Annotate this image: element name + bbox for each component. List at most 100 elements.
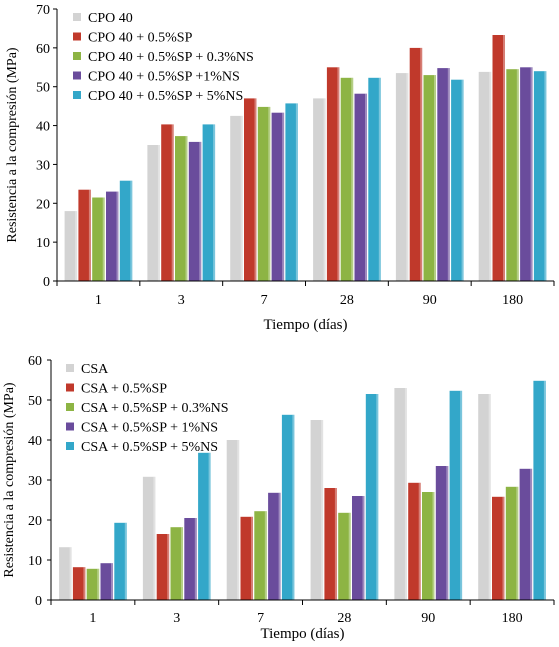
bar-highlight-4-7: [278, 492, 281, 600]
x-tick-label: 28: [337, 611, 351, 626]
x-tick-label: 90: [421, 611, 435, 626]
bar-highlight-4-180: [530, 67, 533, 281]
x-tick-label: 3: [178, 293, 185, 308]
bar-highlight-4-3: [199, 141, 202, 281]
bar-2-180: [492, 496, 505, 600]
x-tick-label: 1: [95, 293, 102, 308]
bar-5-3: [202, 124, 216, 282]
y-tick-label: 0: [35, 594, 42, 609]
bar-highlight-4-90: [446, 466, 449, 600]
bar-highlight-5-3: [213, 124, 216, 282]
bar-highlight-3-90: [432, 492, 435, 600]
bar-3-180: [506, 69, 519, 281]
y-tick-label: 10: [36, 236, 50, 251]
bar-5-90: [451, 79, 464, 281]
bar-highlight-3-3: [185, 136, 188, 281]
bar-highlight-2-3: [167, 534, 170, 600]
bar-4-7: [271, 112, 285, 281]
bar-3-1: [86, 568, 100, 600]
bars: [59, 380, 546, 600]
y-tick-label: 20: [36, 197, 50, 212]
y-tick-label: 10: [28, 554, 42, 569]
y-tick-label: 50: [28, 394, 42, 409]
chart-cpo40: 0 10 20 30 40 50 60 70 1 3 7 28 90 180 Tiempo (días) Re…: [5, 3, 555, 333]
bar-highlight-3-7: [264, 511, 267, 600]
x-tick-label: 180: [502, 293, 523, 308]
bar-highlight-5-3: [208, 452, 211, 600]
bar-4-1: [106, 191, 119, 281]
y-tick-label: 40: [28, 434, 42, 449]
bar-highlight-2-3: [171, 124, 174, 282]
bar-2-28: [324, 488, 337, 600]
bar-highlight-3-1: [102, 197, 105, 281]
bar-4-3: [188, 141, 202, 281]
legend-label: CSA + 0.5%SP + 5%NS: [81, 440, 218, 455]
legend-label: CPO 40 + 0.5%SP + 5%NS: [88, 89, 243, 104]
bar-highlight-2-7: [251, 516, 253, 600]
bar-highlight-1-90: [406, 73, 409, 281]
bar-2-90: [408, 482, 421, 600]
bar-1-1: [59, 547, 72, 600]
y-tick-label: 30: [36, 158, 50, 173]
bar-1-28: [310, 420, 324, 600]
y-axis-title: Resistencia a la compresión (MPa): [5, 47, 20, 243]
bar-3-90: [423, 75, 436, 281]
bar-highlight-4-28: [365, 93, 367, 281]
bar-highlight-4-7: [282, 112, 285, 281]
legend-swatch: [73, 32, 81, 41]
bar-4-7: [268, 492, 281, 600]
bar-highlight-2-90: [420, 47, 423, 282]
bar-3-28: [340, 77, 354, 281]
bar-4-28: [354, 93, 367, 281]
bar-5-1: [119, 180, 133, 281]
x-tick-label: 28: [340, 293, 354, 308]
bar-4-90: [437, 68, 450, 281]
legend-swatch: [73, 52, 81, 60]
bar-highlight-1-7: [237, 440, 240, 600]
bar-highlight-1-180: [489, 71, 492, 282]
bar-highlight-5-90: [461, 79, 464, 281]
chart-csa: 0 10 20 30 40 50 60 1 3 7 28 90 180 Tiempo (días) Resi…: [2, 354, 555, 642]
bar-highlight-1-3: [153, 476, 156, 600]
legend-swatch: [66, 442, 74, 450]
legend-label: CPO 40 + 0.5%SP + 0.3%NS: [88, 50, 254, 65]
bar-5-180: [533, 71, 547, 281]
bar-highlight-2-28: [337, 67, 340, 281]
bar-highlight-2-7: [254, 98, 257, 282]
bar-highlight-4-1: [116, 191, 119, 281]
legend-swatch: [66, 364, 74, 372]
legend-label: CPO 40 + 0.5%SP: [88, 31, 193, 46]
legend: CPO 40 CPO 40 + 0.5%SP CPO 40 + 0.5%SP + 0…: [73, 11, 254, 104]
bar-4-1: [100, 563, 113, 600]
bar-2-7: [244, 98, 257, 282]
bar-highlight-5-28: [376, 394, 379, 600]
bar-highlight-3-7: [268, 106, 271, 282]
bar-highlight-5-28: [378, 77, 381, 281]
x-tick-label: 180: [502, 611, 523, 626]
y-tick-label: 40: [36, 120, 50, 135]
bars: [64, 35, 547, 282]
bar-3-7: [257, 106, 271, 282]
bar-highlight-5-1: [124, 522, 127, 600]
bar-highlight-3-28: [348, 512, 351, 600]
bar-1-90: [394, 388, 407, 600]
y-tick-label: 50: [36, 81, 50, 96]
bar-2-180: [492, 35, 505, 281]
y-axis-title: Resistencia a la compresión (MPa): [2, 382, 17, 578]
bar-1-7: [226, 440, 240, 600]
legend-label: CSA + 0.5%SP + 1%NS: [81, 421, 218, 436]
legend-swatch: [66, 383, 74, 392]
bar-highlight-3-1: [97, 568, 100, 600]
bar-1-1: [64, 211, 78, 281]
bar-highlight-5-180: [544, 71, 547, 281]
bar-highlight-5-7: [295, 103, 298, 282]
bar-highlight-3-90: [434, 75, 436, 281]
x-axis-title: Tiempo (días): [260, 626, 344, 642]
bar-highlight-2-28: [334, 488, 337, 600]
bar-4-180: [519, 468, 533, 600]
bar-highlight-1-90: [404, 388, 407, 600]
bar-highlight-2-1: [83, 567, 86, 600]
bar-4-3: [184, 518, 197, 600]
bar-3-3: [170, 527, 183, 600]
